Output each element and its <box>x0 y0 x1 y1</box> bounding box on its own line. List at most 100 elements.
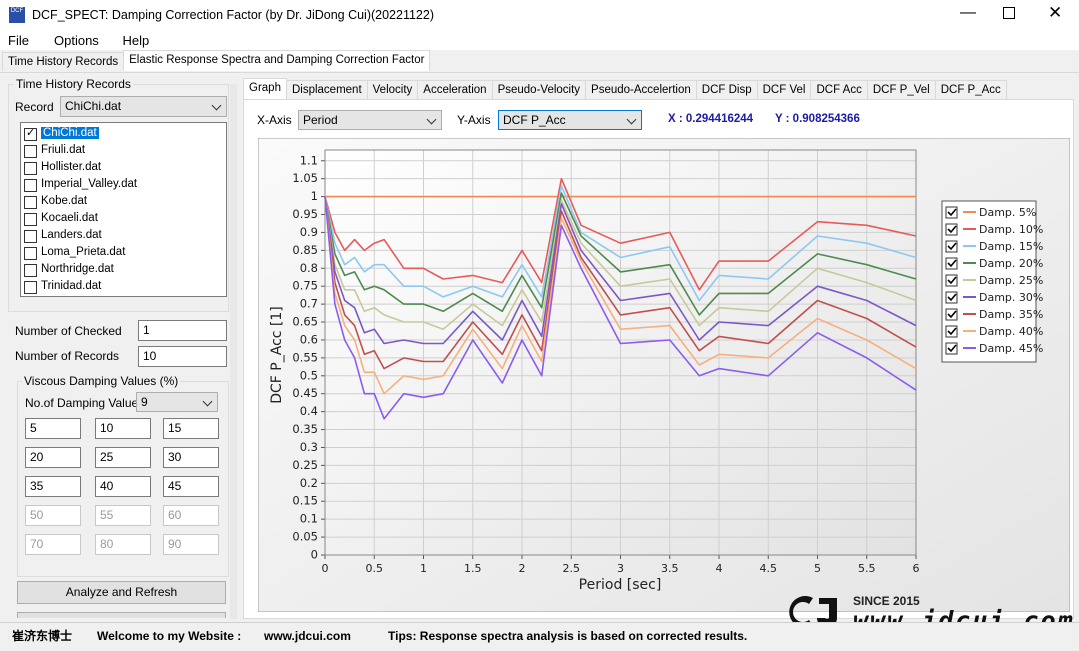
checked-field[interactable]: 1 <box>138 320 227 341</box>
file-item[interactable]: Imperial_Valley.dat <box>24 176 137 193</box>
file-item[interactable]: Hollister.dat <box>24 159 101 176</box>
damping-field[interactable]: 25 <box>95 447 151 468</box>
legend-checkbox <box>945 274 958 287</box>
graph-tab[interactable]: DCF Vel <box>756 80 812 99</box>
status-link[interactable]: www.jdcui.com <box>264 629 351 643</box>
file-item[interactable]: Kocaeli.dat <box>24 210 98 227</box>
x-tick-label: 3.5 <box>661 562 679 575</box>
legend-check <box>947 276 957 285</box>
checkbox[interactable] <box>24 281 37 294</box>
legend-check <box>947 208 957 217</box>
checkbox[interactable] <box>24 230 37 243</box>
legend-check <box>947 293 957 302</box>
legend-check <box>947 259 957 268</box>
damping-field-disabled: 70 <box>25 534 81 555</box>
menu-item[interactable]: Help <box>122 33 150 48</box>
legend-label: Damp. 25% <box>979 274 1043 287</box>
y-tick-label: 0.7 <box>300 297 318 311</box>
x-axis-combo[interactable]: Period <box>298 110 442 130</box>
y-tick-label: 0.3 <box>300 440 318 454</box>
y-axis-combo[interactable]: DCF P_Acc <box>498 110 642 130</box>
legend-checkbox <box>945 342 958 355</box>
title-bar: DCF DCF_SPECT: Damping Correction Factor… <box>0 0 1079 30</box>
y-tick-label: 0.1 <box>300 512 318 526</box>
series-line <box>324 196 917 395</box>
x-axis-title: Period [sec] <box>579 577 662 593</box>
x-tick-label: 5.5 <box>858 562 876 575</box>
file-name: Loma_Prieta.dat <box>41 246 126 258</box>
y-tick-label: 0.35 <box>292 422 318 436</box>
damping-field[interactable]: 35 <box>25 476 81 497</box>
checkbox[interactable]: ✓ <box>24 127 37 141</box>
file-item[interactable]: Friuli.dat <box>24 142 85 159</box>
analyze-button[interactable]: Analyze and Refresh <box>17 581 226 604</box>
file-item[interactable]: Trinidad.dat <box>24 278 101 295</box>
logo <box>785 594 843 630</box>
records-field[interactable]: 10 <box>138 346 227 367</box>
damping-field[interactable]: 30 <box>163 447 219 468</box>
series-line <box>324 196 917 330</box>
menu-item[interactable]: File <box>8 33 29 48</box>
graph-tab[interactable]: Graph <box>243 78 287 99</box>
file-item[interactable]: Northridge.dat <box>24 261 114 278</box>
y-tick-label: 0.05 <box>292 530 318 544</box>
damping-field[interactable]: 20 <box>25 447 81 468</box>
damping-field[interactable]: 15 <box>163 418 219 439</box>
graph-tab[interactable]: DCF Disp <box>695 80 758 99</box>
x-tick-label: 4 <box>716 562 723 575</box>
legend-label: Damp. 30% <box>979 291 1043 304</box>
damping-field[interactable]: 5 <box>25 418 81 439</box>
legend-label: Damp. 40% <box>979 325 1043 338</box>
legend-box <box>941 200 1037 363</box>
x-axis-label: X-Axis <box>257 113 292 127</box>
checkbox[interactable] <box>24 264 37 277</box>
graph-tab[interactable]: Pseudo-Velocity <box>491 80 587 99</box>
series-line <box>324 196 917 420</box>
graph-tab[interactable]: DCF Acc <box>810 80 868 99</box>
series-line <box>324 192 917 316</box>
x-tick-label: 6 <box>913 562 920 575</box>
damping-field[interactable]: 10 <box>95 418 151 439</box>
damping-field[interactable]: 40 <box>95 476 151 497</box>
checkbox[interactable] <box>24 247 37 260</box>
file-item[interactable]: Landers.dat <box>24 227 102 244</box>
legend-check <box>947 225 957 234</box>
main-tab[interactable]: Time History Records <box>2 52 125 71</box>
damping-field-disabled: 90 <box>163 534 219 555</box>
damping-field[interactable]: 45 <box>163 476 219 497</box>
graph-tabs: Graph Displacement Velocity Acceleration Pse… <box>243 78 1007 101</box>
record-combo[interactable]: ChiChi.dat <box>60 96 227 117</box>
graph-tab[interactable]: Velocity <box>366 80 419 99</box>
app-icon: DCF <box>9 7 25 23</box>
series-line <box>324 185 917 302</box>
checkbox[interactable] <box>24 196 37 209</box>
file-name: Kobe.dat <box>41 195 88 207</box>
close-button[interactable]: ✕ <box>1048 3 1063 22</box>
maximize-button[interactable] <box>1003 7 1015 19</box>
main-tab[interactable]: Elastic Response Spectra and Damping Cor… <box>123 50 431 71</box>
graph-tab[interactable]: Displacement <box>285 80 368 99</box>
damping-count-combo[interactable]: 9 <box>136 392 218 412</box>
graph-tab[interactable]: Acceleration <box>417 80 493 99</box>
legend-checkbox <box>945 325 958 338</box>
checkbox[interactable] <box>24 145 37 158</box>
menu-item[interactable]: Options <box>54 33 99 48</box>
legend-label: Damp. 5% <box>979 206 1036 219</box>
file-item[interactable]: Loma_Prieta.dat <box>24 244 125 261</box>
y-tick-label: 0.85 <box>292 243 318 257</box>
graph-tab[interactable]: DCF P_Acc <box>934 80 1007 99</box>
checkbox[interactable] <box>24 162 37 175</box>
file-item[interactable]: Kobe.dat <box>24 193 87 210</box>
legend-checkbox <box>945 223 958 236</box>
file-item[interactable]: ✓ ChiChi.dat <box>24 125 99 142</box>
graph-tab[interactable]: DCF P_Vel <box>866 80 936 99</box>
y-axis-title: DCF P_Acc [1] <box>269 306 285 404</box>
graph-tab[interactable]: Pseudo-Accelertion <box>585 80 697 99</box>
checkbox[interactable] <box>24 213 37 226</box>
minimize-button[interactable]: — <box>960 4 976 21</box>
y-tick-label: 0.65 <box>292 315 318 329</box>
y-tick-label: 0.25 <box>292 458 318 472</box>
y-tick-label: 0.2 <box>300 476 318 490</box>
checkbox[interactable] <box>24 179 37 192</box>
